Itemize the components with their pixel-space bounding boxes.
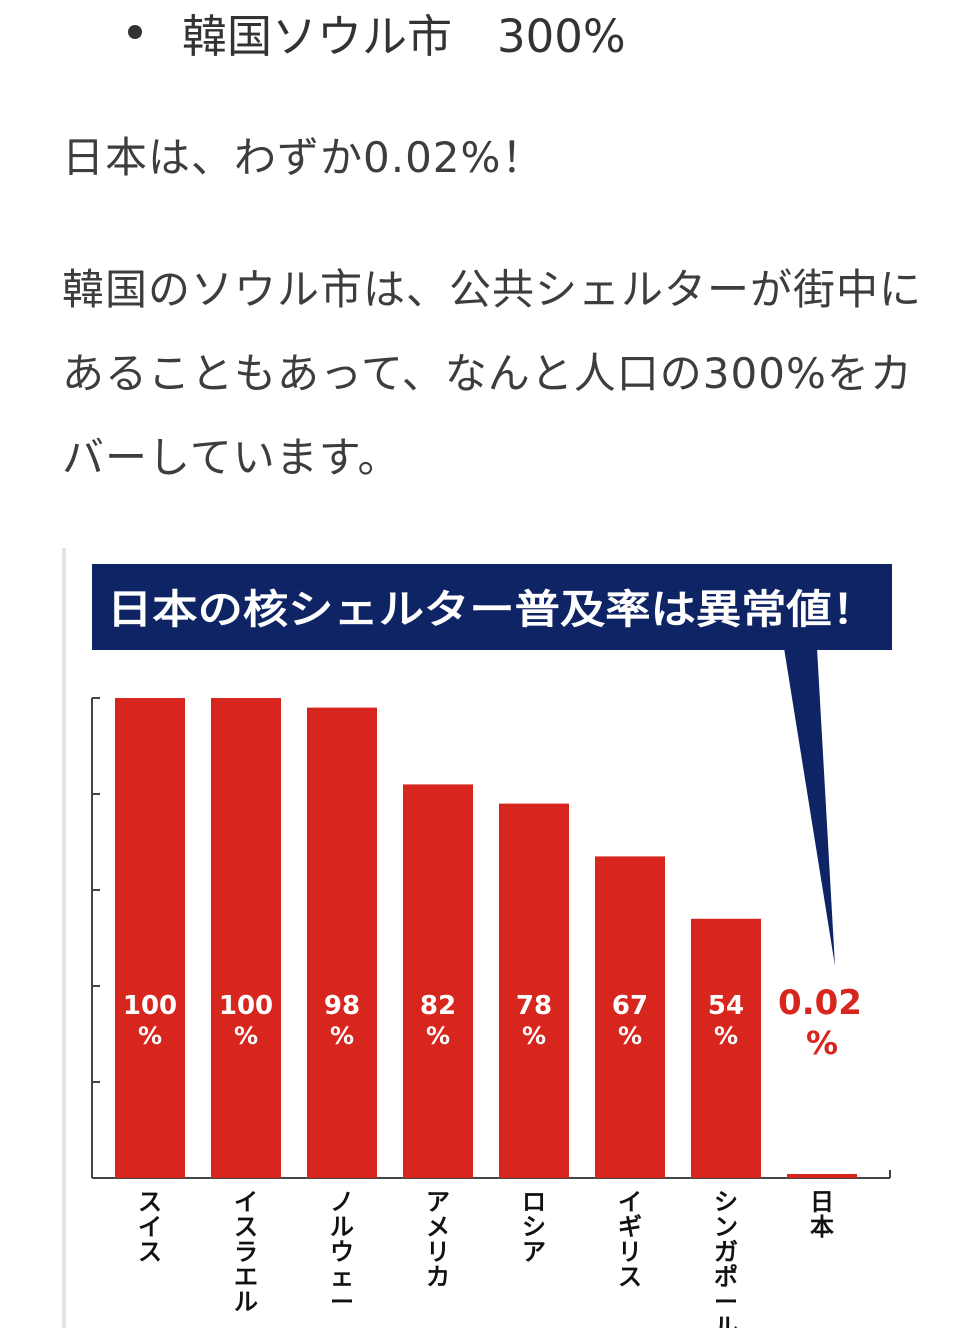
bar [787, 1174, 857, 1178]
bar [499, 803, 569, 1178]
bar [211, 698, 281, 1178]
category-label: アメリカ [426, 1188, 450, 1291]
bars-group [115, 698, 857, 1178]
value-label: 67 [612, 991, 648, 1021]
value-unit-label: % [714, 1022, 738, 1050]
value-unit-label: % [426, 1022, 450, 1050]
value-label: 78 [516, 991, 552, 1021]
category-labels-group: スイス イスラエル ノルウェー アメリカ ロシア イギリス シンガポール 日本 [138, 1188, 834, 1332]
value-unit-label: % [330, 1022, 354, 1050]
category-label: 日本 [810, 1188, 834, 1241]
shelter-chart: 日本の核シェルター普及率は異常値！ 100% 100% 98% 82% 78% 67% 54… [62, 548, 898, 1332]
paragraph-seoul: 韓国のソウル市は、公共シェルターが街中にあることもあって、なんと人口の300%を… [62, 265, 923, 482]
category-label: イスラエル [234, 1188, 258, 1316]
bar [307, 707, 377, 1178]
bar [595, 856, 665, 1178]
value-label: 100 [123, 991, 177, 1021]
category-label: イギリス [618, 1188, 642, 1291]
value-unit-label: % [522, 1022, 546, 1050]
value-unit-label: % [806, 1024, 838, 1062]
value-label: 98 [324, 991, 360, 1021]
value-label: 0.02 [778, 983, 862, 1023]
bar [403, 784, 473, 1178]
value-unit-label: % [138, 1022, 162, 1050]
value-labels-group: 100%100%98%82%78%67%54%0.02% [123, 983, 862, 1062]
bar [691, 918, 761, 1178]
value-label: 82 [420, 991, 456, 1021]
left-shadow [62, 548, 66, 1328]
bar [115, 698, 185, 1178]
chart-title: 日本の核シェルター普及率は異常値！ [107, 587, 877, 633]
bullet-dot [128, 25, 142, 39]
category-label: スイス [138, 1188, 162, 1266]
paragraph-japan-rate: 日本は、わずか0.02%！ [62, 133, 545, 182]
value-unit-label: % [234, 1022, 258, 1050]
title-banner [92, 564, 892, 650]
value-unit-label: % [618, 1022, 642, 1050]
bullet-text: 韓国ソウル市 300% [182, 9, 626, 63]
value-label: 54 [708, 991, 744, 1021]
callout-pointer [784, 648, 835, 966]
category-label: ロシア [522, 1188, 546, 1266]
category-label: ノルウェー [330, 1188, 354, 1316]
chart-svg: 日本の核シェルター普及率は異常値！ 100%100%98%82%78%67%54… [62, 548, 898, 1332]
category-label: シンガポール [714, 1188, 738, 1328]
chart-background [62, 548, 898, 1328]
value-label: 100 [219, 991, 273, 1021]
bullet-item: 韓国ソウル市 300% [128, 2, 626, 63]
